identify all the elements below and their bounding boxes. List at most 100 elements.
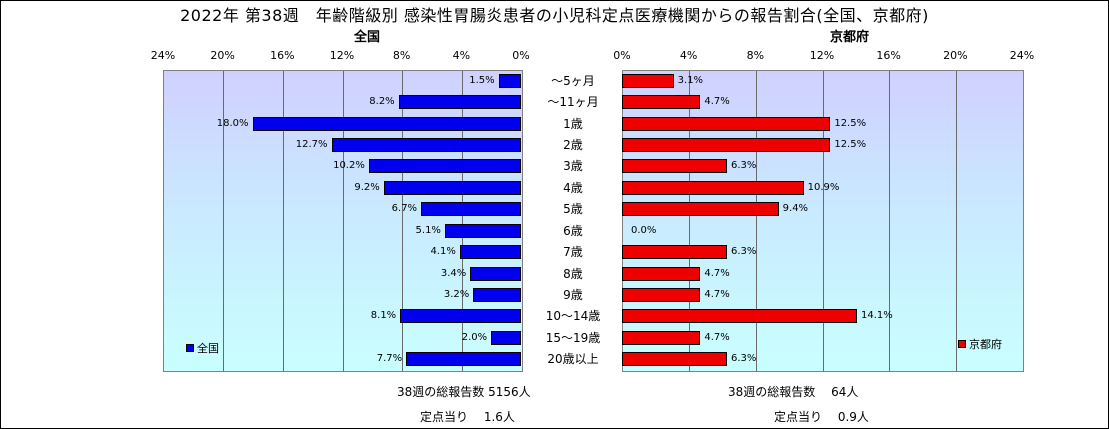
data-label-kyoto: 6.3% bbox=[731, 246, 757, 258]
x-tick-label-national: 4% bbox=[452, 49, 471, 62]
chart-title: 2022年 第38週 年齢階級別 感染性胃腸炎患者の小児科定点医療機関からの報告… bbox=[180, 6, 929, 25]
category-label: 2歳 bbox=[563, 138, 583, 152]
data-label-national: 9.2% bbox=[354, 181, 380, 193]
data-label-kyoto: 4.7% bbox=[704, 289, 730, 300]
data-label-kyoto: 9.4% bbox=[782, 203, 809, 215]
data-label-kyoto: 6.3% bbox=[731, 160, 757, 172]
data-label-national: 10.2% bbox=[333, 160, 365, 172]
x-tick-label-national: 0% bbox=[512, 49, 530, 62]
x-tick-label-kyoto: 12% bbox=[809, 49, 835, 62]
legend-swatch-national bbox=[186, 344, 194, 352]
bar-kyoto bbox=[622, 330, 701, 345]
gridline-kyoto bbox=[689, 71, 691, 371]
gridline-kyoto bbox=[755, 71, 757, 371]
data-label-national: 4.1% bbox=[430, 246, 456, 258]
x-tick-label-kyoto: 0% bbox=[613, 49, 631, 62]
footer-national-per-site: 定点当り 1.6人 bbox=[420, 410, 515, 424]
bar-national bbox=[383, 180, 521, 195]
data-label-national: 5.1% bbox=[415, 224, 441, 236]
category-label: 5歳 bbox=[563, 202, 583, 217]
x-tick-label-kyoto: 4% bbox=[679, 49, 698, 62]
category-label: 1歳 bbox=[563, 116, 583, 131]
bar-national bbox=[398, 95, 521, 110]
bar-kyoto bbox=[622, 159, 727, 174]
data-label-national: 8.2% bbox=[369, 96, 395, 108]
bar-national bbox=[331, 138, 521, 152]
gridline-national bbox=[223, 71, 225, 371]
x-tick-label-kyoto: 16% bbox=[876, 49, 901, 62]
legend-label-kyoto: 京都府 bbox=[969, 338, 1002, 351]
x-tick-label-national: 20% bbox=[210, 49, 235, 62]
x-tick-label-national: 24% bbox=[150, 49, 176, 62]
data-label-national: 3.2% bbox=[443, 289, 470, 300]
plot-area-national bbox=[163, 70, 523, 372]
legend-kyoto: 京都府 bbox=[958, 336, 1002, 352]
bar-national bbox=[368, 159, 521, 174]
x-tick-label-national: 8% bbox=[392, 49, 411, 62]
category-label: 9歳 bbox=[563, 288, 583, 302]
data-label-national: 2.0% bbox=[461, 331, 488, 343]
bar-national bbox=[252, 116, 521, 131]
category-label: 7歳 bbox=[563, 245, 583, 260]
category-label: 4歳 bbox=[563, 180, 583, 195]
bar-kyoto bbox=[622, 245, 727, 260]
category-label: 20歳以上 bbox=[547, 352, 599, 367]
footer-kyoto-per-site: 定点当り 0.9人 bbox=[774, 410, 869, 424]
data-label-kyoto: 6.3% bbox=[731, 353, 757, 365]
data-label-kyoto: 14.1% bbox=[861, 310, 893, 322]
bar-national bbox=[491, 330, 521, 345]
data-label-kyoto: 3.1% bbox=[677, 74, 704, 86]
bar-kyoto bbox=[622, 288, 701, 302]
category-label: ～5ヶ月 bbox=[551, 73, 595, 88]
bar-national bbox=[444, 223, 521, 238]
gridline-national bbox=[342, 71, 344, 371]
x-tick-label-kyoto: 24% bbox=[1009, 49, 1035, 62]
bar-kyoto bbox=[622, 95, 701, 110]
data-label-kyoto: 4.7% bbox=[704, 331, 730, 343]
bar-kyoto bbox=[622, 138, 831, 152]
data-label-kyoto: 10.9% bbox=[807, 181, 840, 193]
bar-kyoto bbox=[622, 309, 857, 324]
panel-title-kyoto: 京都府 bbox=[830, 30, 870, 45]
data-label-kyoto: 4.7% bbox=[704, 96, 730, 108]
bar-national bbox=[459, 245, 521, 260]
category-label: 8歳 bbox=[563, 266, 583, 281]
bar-kyoto bbox=[622, 116, 831, 131]
x-tick-label-national: 12% bbox=[329, 49, 355, 62]
category-label: 3歳 bbox=[563, 159, 583, 174]
category-label: 6歳 bbox=[563, 223, 583, 238]
data-label-national: 6.7% bbox=[391, 203, 418, 215]
x-tick-label-kyoto: 8% bbox=[746, 49, 765, 62]
bar-national bbox=[406, 352, 521, 367]
footer-kyoto-total: 38週の総報告数 64人 bbox=[728, 385, 859, 399]
bar-kyoto bbox=[622, 73, 674, 88]
data-label-national: 18.0% bbox=[216, 117, 249, 129]
bar-kyoto bbox=[622, 202, 779, 217]
gridline-kyoto bbox=[889, 71, 891, 371]
plot-area-kyoto bbox=[622, 70, 1024, 372]
legend-label-national: 全国 bbox=[197, 342, 219, 355]
data-label-kyoto: 4.7% bbox=[704, 267, 730, 279]
data-label-national: 1.5% bbox=[469, 74, 495, 86]
data-label-national: 7.7% bbox=[376, 353, 403, 365]
panel-title-national: 全国 bbox=[354, 30, 381, 45]
legend-national: 全国 bbox=[186, 340, 219, 356]
category-label: ～11ヶ月 bbox=[547, 95, 599, 110]
data-label-kyoto: 12.5% bbox=[834, 139, 867, 150]
bar-national bbox=[473, 288, 521, 302]
legend-swatch-kyoto bbox=[958, 340, 966, 348]
bar-national bbox=[498, 73, 521, 88]
data-label-national: 8.1% bbox=[370, 310, 397, 322]
data-label-national: 3.4% bbox=[440, 267, 467, 279]
gridline-national bbox=[282, 71, 284, 371]
category-label: 15～19歳 bbox=[545, 330, 601, 345]
bar-kyoto bbox=[622, 180, 804, 195]
data-label-kyoto: 0.0% bbox=[631, 224, 657, 236]
data-label-kyoto: 12.5% bbox=[834, 117, 867, 129]
x-tick-label-national: 16% bbox=[270, 49, 295, 62]
footer-national-total: 38週の総報告数 5156人 bbox=[397, 385, 531, 399]
data-label-national: 12.7% bbox=[295, 139, 328, 150]
category-label: 10～14歳 bbox=[545, 309, 601, 324]
gridline-national bbox=[402, 71, 404, 371]
bar-national bbox=[421, 202, 521, 217]
